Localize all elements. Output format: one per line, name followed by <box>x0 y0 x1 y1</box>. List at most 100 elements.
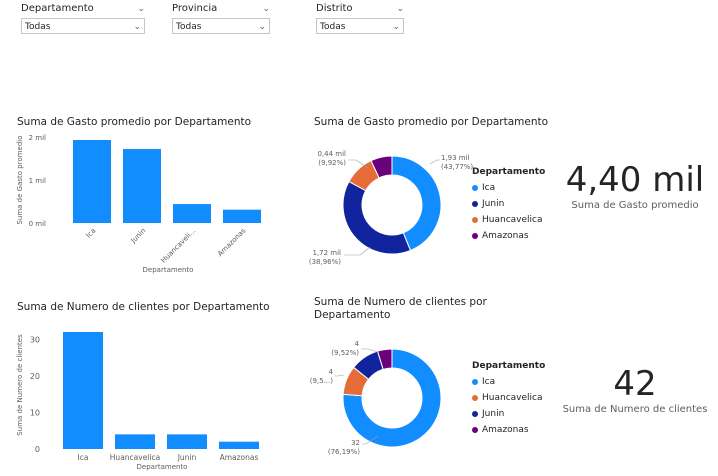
legend-item[interactable]: Junin <box>472 196 545 212</box>
bar <box>167 434 207 449</box>
x-axis-label: Departamento <box>137 463 188 471</box>
chevron-down-icon[interactable]: ⌄ <box>137 4 145 14</box>
slicer-distrito[interactable]: Distrito ⌄ Todas ⌄ <box>316 0 404 34</box>
x-tick-label: Amazonas <box>220 453 259 462</box>
y-tick-label: 30 <box>30 335 40 344</box>
chevron-down-icon: ⌄ <box>392 22 400 32</box>
donut-1-legend: Departamento Ica Junin Huancavelica Amaz… <box>472 167 545 244</box>
legend-item[interactable]: Amazonas <box>472 228 545 244</box>
data-label-percent: (9,92%) <box>318 159 346 167</box>
slicer-dropdown[interactable]: Todas ⌄ <box>172 18 270 34</box>
data-label-value: 1,72 mil <box>312 249 341 257</box>
legend-dot <box>472 427 478 433</box>
bar <box>223 209 261 223</box>
slicer-label: Distrito <box>316 3 353 14</box>
legend-item[interactable]: Amazonas <box>472 422 545 438</box>
slicer-value: Todas <box>25 22 51 32</box>
chevron-down-icon: ⌄ <box>258 22 266 32</box>
legend-dot <box>472 185 478 191</box>
y-axis-label: Suma de Numero de clientes <box>16 334 24 436</box>
bar <box>219 441 259 449</box>
legend-label: Amazonas <box>482 425 529 435</box>
slicer-provincia[interactable]: Provincia ⌄ Todas ⌄ <box>172 0 270 34</box>
y-tick-label: 0 mil <box>29 220 46 228</box>
x-tick-label: Amazonas <box>216 227 248 259</box>
data-label-percent: (43,77%) <box>441 163 473 171</box>
kpi-card-gasto: 4,40 mil Suma de Gasto promedio <box>560 160 710 211</box>
slicer-value: Todas <box>176 22 202 32</box>
legend-label: Junin <box>482 199 505 209</box>
leader-line <box>429 159 440 165</box>
slicer-label: Provincia <box>172 3 218 14</box>
data-label-value: 4 <box>355 340 360 348</box>
legend-item[interactable]: Huancavelica <box>472 390 545 406</box>
legend-item[interactable]: Ica <box>472 180 545 196</box>
legend-label: Ica <box>482 377 496 387</box>
y-tick-label: 1 mil <box>29 177 46 185</box>
x-axis-label: Departamento <box>143 266 194 274</box>
data-label-percent: (9,52%) <box>331 349 359 357</box>
data-label-percent: (9,5...) <box>310 377 334 385</box>
slicer-dropdown[interactable]: Todas ⌄ <box>316 18 404 34</box>
data-label-value: 4 <box>329 368 334 376</box>
legend-item[interactable]: Huancavelica <box>472 212 545 228</box>
x-tick-label: Junin <box>177 453 197 462</box>
data-label-percent: (38,96%) <box>309 258 341 266</box>
leader-line <box>362 435 379 445</box>
chevron-down-icon[interactable]: ⌄ <box>396 4 404 14</box>
x-tick-label: Huancavelica <box>110 453 160 462</box>
y-axis-label: Suma de Gasto promedio <box>16 135 24 224</box>
leader-line <box>344 246 371 256</box>
legend-item[interactable]: Junin <box>472 406 545 422</box>
y-tick-label: 20 <box>30 372 40 381</box>
leader-line <box>348 159 369 169</box>
donut-slice <box>342 348 442 448</box>
donut-slice <box>342 180 412 255</box>
bar <box>63 332 103 449</box>
bar <box>115 434 155 449</box>
data-label-value: 0,44 mil <box>317 150 346 158</box>
y-tick-label: 0 <box>35 445 40 454</box>
kpi-label: Suma de Gasto promedio <box>571 200 699 211</box>
title-line: Departamento <box>314 309 391 321</box>
donut-slice <box>376 348 393 370</box>
slicer-departamento[interactable]: Departamento ⌄ Todas ⌄ <box>21 0 145 34</box>
x-tick-label: Junin <box>129 227 148 246</box>
legend-label: Ica <box>482 183 496 193</box>
legend-dot <box>472 411 478 417</box>
donut-chart-2-title: Suma de Numero de clientes por Departame… <box>314 296 487 322</box>
bar <box>123 149 161 223</box>
legend-item[interactable]: Ica <box>472 374 545 390</box>
y-tick-label: 2 mil <box>29 134 46 142</box>
data-label-value: 1,93 mil <box>441 154 470 162</box>
legend-title: Departamento <box>472 167 546 177</box>
slicer-value: Todas <box>320 22 346 32</box>
y-tick-label: 10 <box>30 408 40 417</box>
slicer-label: Departamento <box>21 3 94 14</box>
slicer-dropdown[interactable]: Todas ⌄ <box>21 18 145 34</box>
legend-dot <box>472 379 478 385</box>
bar-chart-1-title: Suma de Gasto promedio por Departamento <box>17 116 252 128</box>
kpi-card-clientes: 42 Suma de Numero de clientes <box>560 364 710 415</box>
data-label-percent: (76,19%) <box>328 448 360 456</box>
leader-line <box>335 374 345 377</box>
legend-dot <box>472 395 478 401</box>
legend-label: Junin <box>482 409 505 419</box>
donut-slice <box>391 155 442 252</box>
bar <box>73 140 111 223</box>
donut-2-legend: Departamento Ica Huancavelica Junin Amaz… <box>472 361 545 438</box>
chevron-down-icon[interactable]: ⌄ <box>262 4 270 14</box>
legend-dot <box>472 217 478 223</box>
bar <box>173 204 211 223</box>
legend-label: Huancavelica <box>482 215 543 225</box>
kpi-value: 4,40 mil <box>565 160 705 200</box>
x-tick-label: Ica <box>78 453 89 462</box>
x-tick-label: Ica <box>85 227 98 240</box>
kpi-value: 42 <box>613 364 657 404</box>
legend-label: Amazonas <box>482 231 529 241</box>
leader-line <box>361 348 379 353</box>
data-label-value: 32 <box>351 439 360 447</box>
kpi-label: Suma de Numero de clientes <box>562 404 708 415</box>
donut-slice <box>370 155 393 179</box>
